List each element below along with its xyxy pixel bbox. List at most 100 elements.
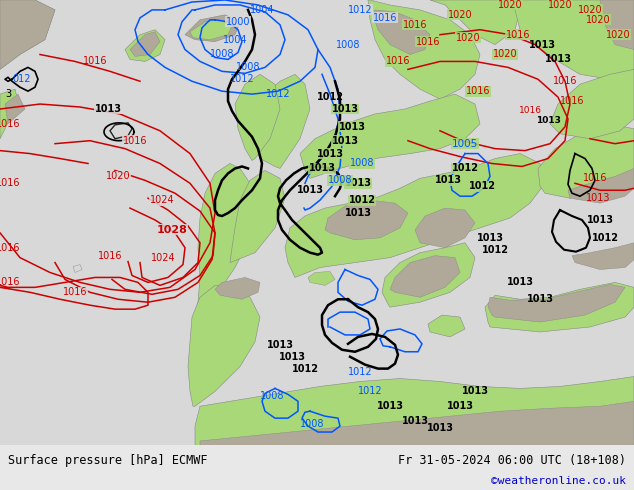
Text: 1005: 1005 — [452, 139, 478, 148]
Text: 1020: 1020 — [548, 0, 573, 10]
Text: 1013: 1013 — [545, 54, 571, 65]
Text: 1013: 1013 — [316, 148, 344, 159]
Text: 012: 012 — [13, 74, 31, 84]
Polygon shape — [73, 265, 82, 272]
Polygon shape — [550, 70, 634, 139]
Text: 1016: 1016 — [553, 76, 577, 86]
Polygon shape — [572, 243, 634, 270]
Text: 1012: 1012 — [592, 233, 619, 243]
Polygon shape — [325, 200, 408, 240]
Text: 1013: 1013 — [339, 122, 365, 132]
Text: 1013: 1013 — [401, 416, 429, 426]
Text: 1016: 1016 — [373, 13, 398, 23]
Text: 1013: 1013 — [477, 233, 503, 243]
Text: Surface pressure [hPa] ECMWF: Surface pressure [hPa] ECMWF — [8, 454, 207, 467]
Text: 1016: 1016 — [0, 277, 20, 288]
Text: 1013: 1013 — [297, 185, 323, 195]
Text: 1013: 1013 — [309, 164, 335, 173]
Polygon shape — [130, 32, 160, 56]
Text: 1013: 1013 — [427, 423, 453, 433]
Polygon shape — [0, 0, 55, 70]
Text: 1028: 1028 — [157, 225, 188, 235]
Text: 1016: 1016 — [583, 173, 607, 183]
Text: 1020: 1020 — [578, 5, 602, 15]
Polygon shape — [125, 30, 165, 61]
Polygon shape — [300, 94, 480, 178]
Polygon shape — [195, 164, 255, 317]
Text: 1012: 1012 — [230, 74, 254, 84]
Polygon shape — [235, 74, 280, 161]
Text: 1020: 1020 — [106, 172, 131, 181]
Polygon shape — [230, 171, 285, 263]
Text: 1020: 1020 — [448, 10, 472, 20]
Text: 1013: 1013 — [266, 340, 294, 350]
Polygon shape — [195, 376, 634, 446]
Text: 1013: 1013 — [332, 136, 358, 146]
Text: 1020: 1020 — [456, 33, 481, 43]
Text: 3: 3 — [5, 89, 11, 99]
Text: 1016: 1016 — [416, 37, 440, 47]
Text: 1008: 1008 — [336, 40, 360, 49]
Text: 1013: 1013 — [462, 387, 489, 396]
Text: 1012: 1012 — [451, 164, 479, 173]
Polygon shape — [500, 0, 634, 79]
Polygon shape — [215, 277, 260, 299]
Text: 1000: 1000 — [226, 17, 250, 27]
Text: 1013: 1013 — [332, 104, 358, 114]
Text: 1008: 1008 — [260, 392, 284, 401]
Polygon shape — [485, 282, 634, 332]
Text: 1013: 1013 — [278, 352, 306, 362]
Text: 1013: 1013 — [536, 117, 560, 125]
Text: 1012: 1012 — [358, 387, 382, 396]
Text: 1013: 1013 — [344, 178, 372, 188]
Polygon shape — [415, 208, 475, 248]
Polygon shape — [538, 124, 634, 198]
Text: 1012: 1012 — [292, 364, 318, 373]
Polygon shape — [0, 89, 20, 139]
Text: 1013: 1013 — [507, 277, 533, 288]
Text: 1020: 1020 — [493, 49, 517, 59]
Text: 1008: 1008 — [350, 158, 374, 169]
Polygon shape — [373, 10, 430, 54]
Polygon shape — [568, 169, 634, 203]
Text: 1016: 1016 — [560, 96, 585, 106]
Polygon shape — [488, 284, 625, 322]
Text: 1012: 1012 — [347, 367, 372, 377]
Text: 1013: 1013 — [94, 104, 122, 114]
Polygon shape — [0, 0, 55, 70]
Text: 1016: 1016 — [385, 56, 410, 67]
Text: 1004: 1004 — [250, 5, 275, 15]
Polygon shape — [250, 74, 310, 169]
Text: 1008: 1008 — [210, 49, 234, 59]
Text: 1016: 1016 — [403, 20, 427, 30]
Text: 1013: 1013 — [586, 193, 611, 203]
Text: 1012: 1012 — [469, 181, 496, 191]
Polygon shape — [308, 271, 335, 285]
Text: 1012: 1012 — [347, 5, 372, 15]
Polygon shape — [110, 123, 132, 139]
Text: 1013: 1013 — [434, 175, 462, 185]
Text: 1013: 1013 — [529, 40, 555, 49]
Text: 1016: 1016 — [63, 287, 87, 297]
Text: 1008: 1008 — [300, 419, 324, 429]
Text: 1008: 1008 — [236, 62, 260, 73]
Text: 1012: 1012 — [481, 245, 508, 255]
Polygon shape — [190, 20, 232, 40]
Text: 1020: 1020 — [586, 15, 611, 25]
Text: 1016: 1016 — [466, 86, 490, 96]
Text: 1013: 1013 — [586, 215, 614, 225]
Text: Fr 31-05-2024 06:00 UTC (18+108): Fr 31-05-2024 06:00 UTC (18+108) — [398, 454, 626, 467]
Text: 1016: 1016 — [0, 119, 20, 129]
Text: 1016: 1016 — [98, 251, 122, 261]
Text: 1020: 1020 — [498, 0, 522, 10]
Text: 1016: 1016 — [0, 243, 20, 253]
Text: 1020: 1020 — [605, 30, 630, 40]
Text: 1016: 1016 — [0, 178, 20, 188]
Polygon shape — [368, 0, 480, 99]
Text: 1012: 1012 — [349, 195, 375, 205]
Text: 1004: 1004 — [223, 35, 247, 45]
Text: 1012: 1012 — [266, 89, 290, 99]
Text: 1016: 1016 — [519, 106, 541, 116]
Text: 1013: 1013 — [446, 401, 474, 411]
Polygon shape — [428, 315, 465, 337]
